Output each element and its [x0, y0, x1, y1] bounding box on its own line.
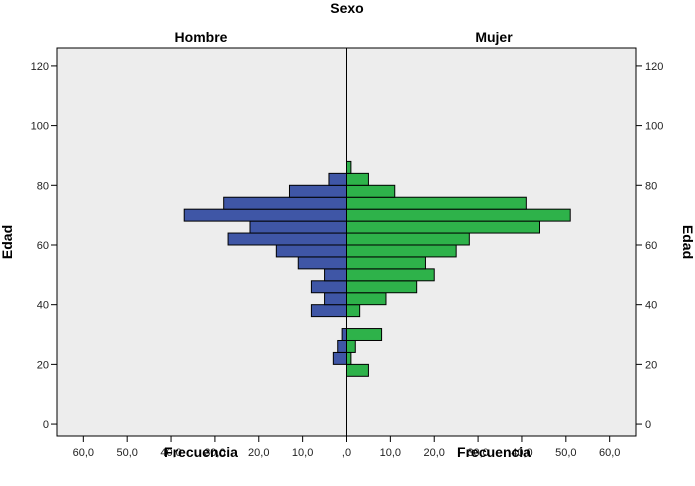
y-axis-left: 0 20 40 60 80 100 120 — [31, 61, 57, 431]
y-tick-label-left: 20 — [37, 359, 49, 371]
bar-mujer-36 — [346, 304, 361, 318]
bar-mujer-84 — [346, 160, 352, 174]
bar-hombre-60 — [227, 232, 347, 246]
bar-hombre-40 — [324, 292, 347, 306]
bar-mujer-40 — [346, 292, 387, 306]
bar-hombre-52 — [297, 256, 347, 270]
bar-hombre-20 — [332, 351, 348, 365]
y-tick-label-right: 0 — [645, 419, 651, 431]
x-tick-label: 20,0 — [248, 447, 269, 459]
bar-hombre-68 — [183, 208, 347, 222]
x-tick-label: 10,0 — [380, 447, 401, 459]
y-tick-label-left: 40 — [37, 300, 49, 312]
x-axis: 60,0 50,0 40,0 30,0 20,0 10,0 ,0 10,0 20,0 30,0 40… — [73, 436, 620, 459]
x-tick-label: 50,0 — [116, 447, 137, 459]
bar-mujer-80 — [346, 172, 369, 186]
bar-hombre-36 — [310, 304, 347, 318]
y-tick-label-right: 120 — [645, 61, 663, 73]
chart-title: Sexo — [330, 0, 363, 16]
y-tick-label-left: 80 — [37, 180, 49, 192]
bar-mujer-68 — [346, 208, 571, 222]
panel-title-mujer: Mujer — [475, 29, 513, 45]
bar-hombre-72 — [223, 196, 348, 210]
x-tick-label: 60,0 — [73, 447, 94, 459]
bar-mujer-56 — [346, 244, 457, 258]
panel-title-hombre: Hombre — [175, 29, 228, 45]
bar-mujer-16 — [346, 363, 369, 377]
bar-mujer-48 — [346, 268, 435, 282]
x-tick-label: 10,0 — [292, 447, 313, 459]
x-tick-label: ,0 — [342, 447, 351, 459]
x-tick-label: 60,0 — [599, 447, 620, 459]
bar-mujer-24 — [346, 339, 356, 353]
x-tick-label: 30,0 — [467, 447, 488, 459]
y-axis-label-left: Edad — [0, 225, 15, 259]
y-tick-label-left: 120 — [31, 61, 49, 73]
y-tick-label-right: 20 — [645, 359, 657, 371]
y-axis-label-right: Edad — [680, 225, 695, 259]
x-tick-label: 40,0 — [511, 447, 532, 459]
x-tick-label: 40,0 — [160, 447, 181, 459]
y-tick-label-right: 100 — [645, 121, 663, 133]
x-axis-label-left: Frecuencia — [164, 444, 238, 460]
bar-mujer-60 — [346, 232, 470, 246]
y-axis-right: 0 20 40 60 80 100 120 — [636, 61, 663, 431]
bar-hombre-24 — [337, 339, 347, 353]
bar-mujer-52 — [346, 256, 426, 270]
bar-hombre-48 — [324, 268, 347, 282]
y-tick-label-left: 100 — [31, 121, 49, 133]
bar-mujer-64 — [346, 220, 540, 234]
bars-group — [183, 160, 571, 377]
y-tick-label-right: 40 — [645, 300, 657, 312]
bar-mujer-28 — [346, 328, 383, 341]
bar-hombre-64 — [249, 220, 347, 234]
x-axis-label-right: Frecuencia — [457, 444, 531, 460]
y-tick-label-left: 0 — [43, 419, 49, 431]
bar-mujer-20 — [346, 351, 352, 365]
bar-hombre-28 — [341, 328, 348, 341]
bar-hombre-56 — [275, 244, 347, 258]
y-tick-label-right: 80 — [645, 180, 657, 192]
y-tick-label-left: 60 — [37, 240, 49, 252]
bar-mujer-76 — [346, 184, 396, 198]
x-tick-label: 20,0 — [424, 447, 445, 459]
bar-hombre-80 — [328, 172, 348, 186]
bar-hombre-44 — [310, 280, 347, 294]
bar-mujer-72 — [346, 196, 527, 210]
y-tick-label-right: 60 — [645, 240, 657, 252]
bar-hombre-76 — [288, 184, 347, 198]
x-tick-label: 30,0 — [204, 447, 225, 459]
x-tick-label: 50,0 — [555, 447, 576, 459]
bar-mujer-44 — [346, 280, 418, 294]
